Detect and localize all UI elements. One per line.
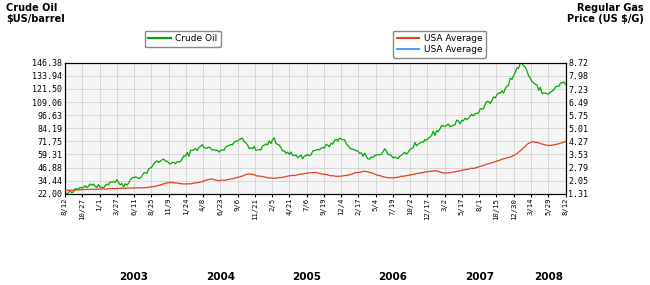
Text: 2004: 2004 [206, 272, 235, 282]
Text: 2005: 2005 [292, 272, 321, 282]
Legend: USA Average, USA Average: USA Average, USA Average [393, 30, 486, 58]
Text: 2006: 2006 [378, 272, 408, 282]
Text: Crude Oil
$US/barrel: Crude Oil $US/barrel [6, 3, 65, 25]
Text: 2008: 2008 [534, 272, 563, 282]
Text: 2003: 2003 [120, 272, 149, 282]
Text: 2007: 2007 [465, 272, 494, 282]
Text: Regular Gas
Price (US $/G): Regular Gas Price (US $/G) [567, 3, 644, 25]
